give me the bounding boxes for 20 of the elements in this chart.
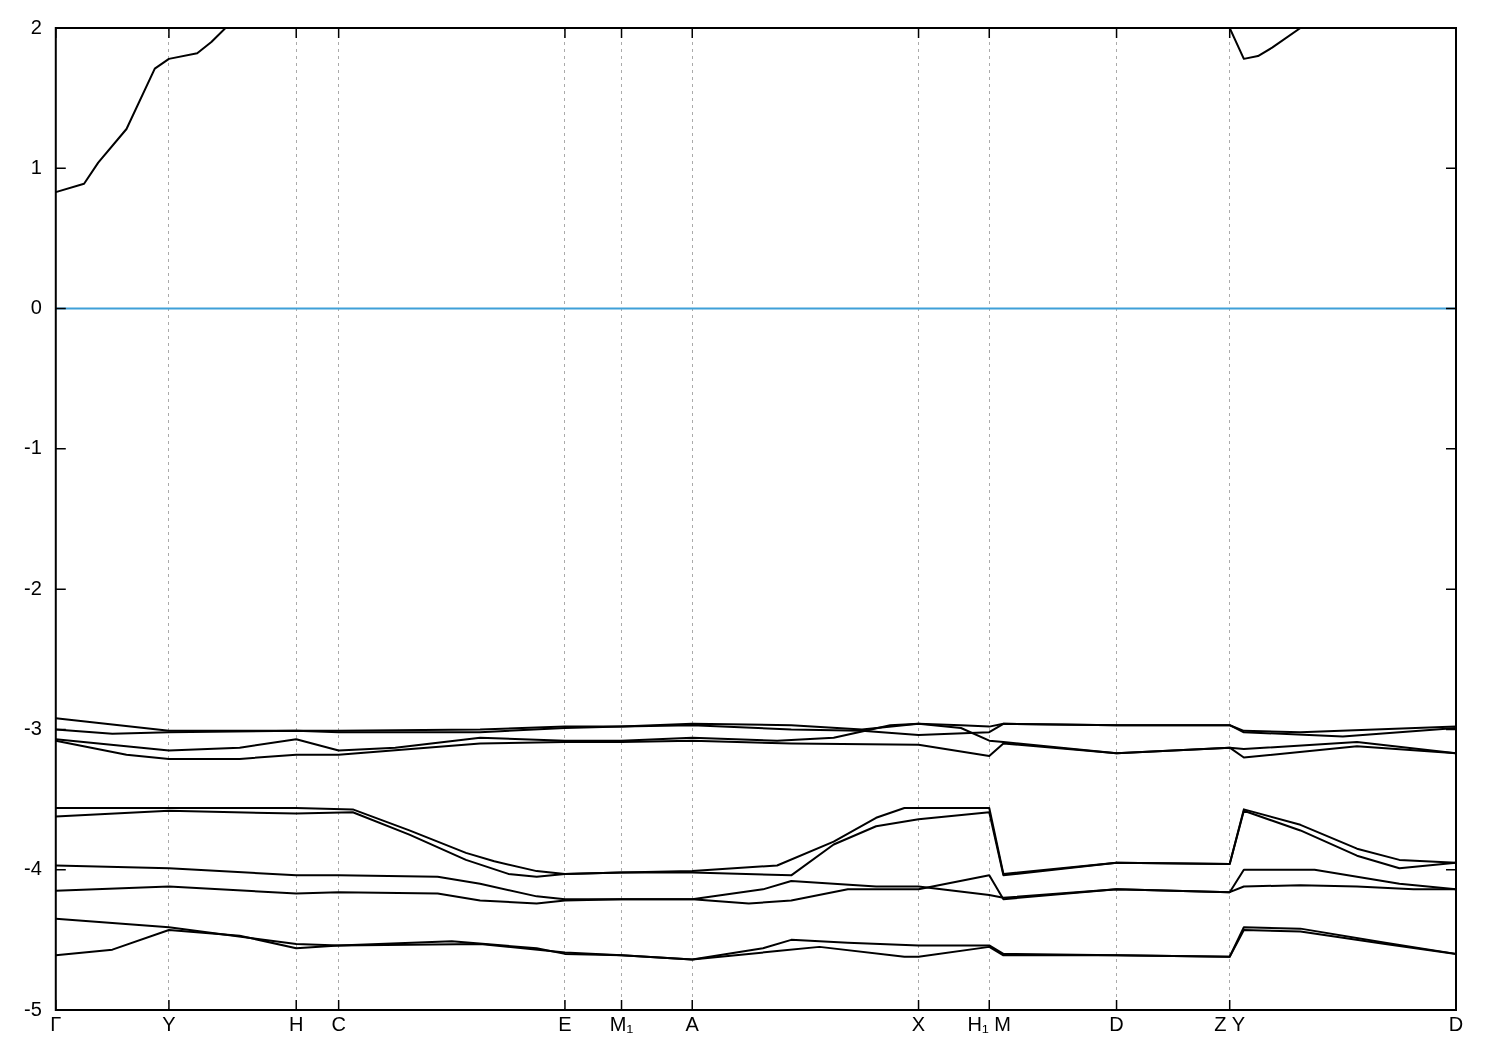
y-tick-label: -2 — [23, 576, 42, 599]
y-tick-label: -4 — [23, 857, 42, 880]
x-tick-label: Γ — [50, 1012, 62, 1035]
x-tick-label: C — [331, 1012, 346, 1035]
y-tick-label: 1 — [30, 155, 42, 178]
x-tick-label: E — [558, 1012, 572, 1035]
y-tick-label: 2 — [30, 15, 42, 38]
x-tick-label: M₁ — [609, 1012, 634, 1035]
x-tick-label: Y — [162, 1012, 176, 1035]
x-tick-label: D — [1109, 1012, 1124, 1035]
y-tick-label: -5 — [23, 997, 42, 1020]
x-tick-label: D — [1448, 1012, 1464, 1035]
x-tick-label: Z Y — [1214, 1012, 1246, 1035]
y-tick-label: 0 — [30, 296, 42, 319]
x-tick-label: H — [289, 1012, 304, 1035]
x-tick-label: X — [911, 1012, 926, 1035]
y-tick-label: -1 — [23, 436, 42, 459]
y-tick-label: -3 — [23, 716, 42, 739]
x-tick-label: H₁ M — [967, 1012, 1011, 1035]
x-tick-label: A — [685, 1012, 700, 1035]
